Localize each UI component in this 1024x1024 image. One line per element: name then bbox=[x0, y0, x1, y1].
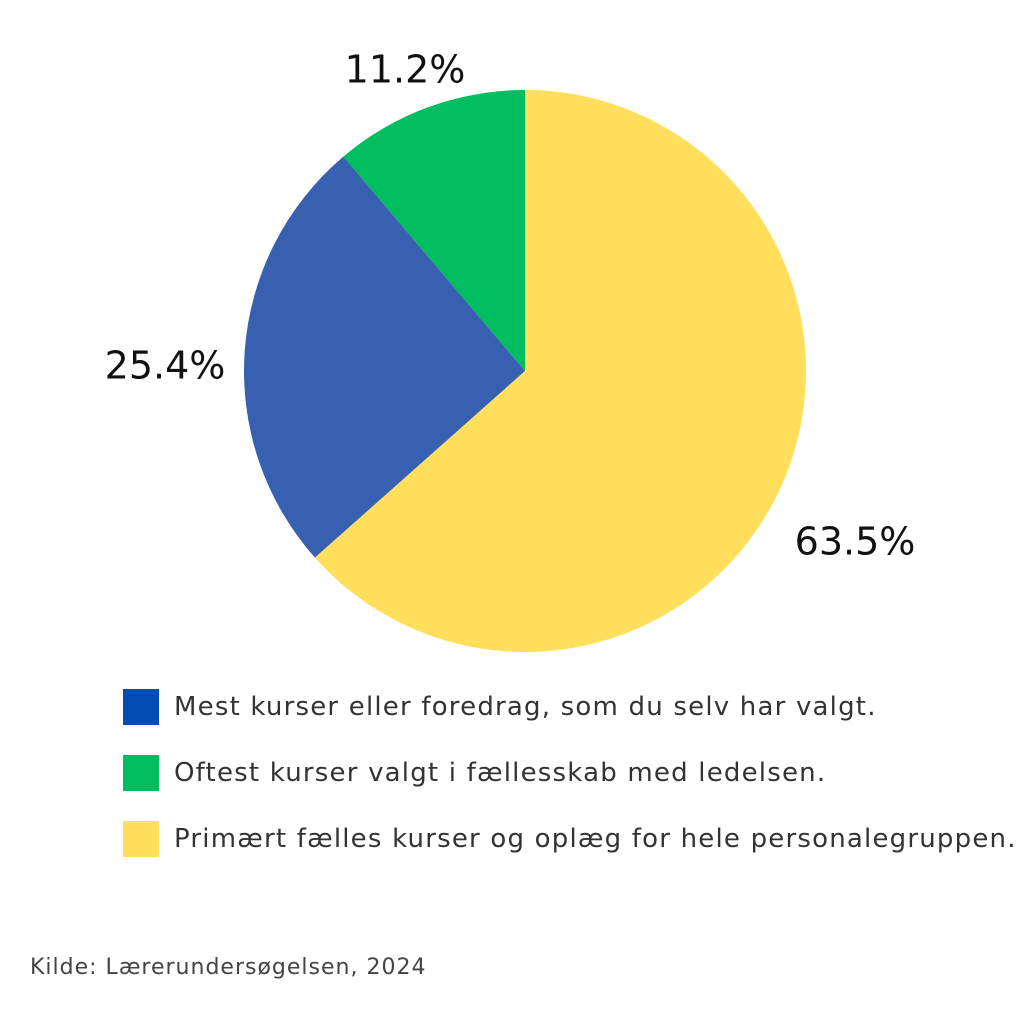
legend-swatch-self-chosen bbox=[123, 688, 159, 725]
pie-slice-self-chosen bbox=[243, 156, 525, 558]
pie-label-self-chosen: 25.4% bbox=[105, 344, 226, 388]
legend: Mest kurser eller foredrag, som du selv … bbox=[123, 688, 1017, 886]
pie-label-shared-courses: 63.5% bbox=[795, 520, 916, 564]
legend-item-self-chosen: Mest kurser eller foredrag, som du selv … bbox=[123, 688, 1017, 725]
pie-labels: 11.2% 25.4% 63.5% bbox=[105, 48, 916, 564]
legend-item-with-management: Oftest kurser valgt i fællesskab med led… bbox=[123, 754, 1017, 791]
pie-slices bbox=[243, 90, 807, 653]
pie-slice-with-management bbox=[343, 90, 525, 371]
source-note: Kilde: Lærerundersøgelsen, 2024 bbox=[30, 955, 427, 980]
legend-swatch-with-management bbox=[123, 754, 159, 791]
pie-label-with-management: 11.2% bbox=[345, 48, 466, 92]
legend-label-self-chosen: Mest kurser eller foredrag, som du selv … bbox=[174, 691, 877, 722]
legend-swatch-shared-courses bbox=[123, 820, 159, 857]
legend-item-shared-courses: Primært fælles kurser og oplæg for hele … bbox=[123, 820, 1017, 857]
pie-slice-shared-courses bbox=[314, 90, 807, 653]
legend-label-with-management: Oftest kurser valgt i fællesskab med led… bbox=[174, 757, 827, 788]
legend-label-shared-courses: Primært fælles kurser og oplæg for hele … bbox=[174, 823, 1017, 854]
